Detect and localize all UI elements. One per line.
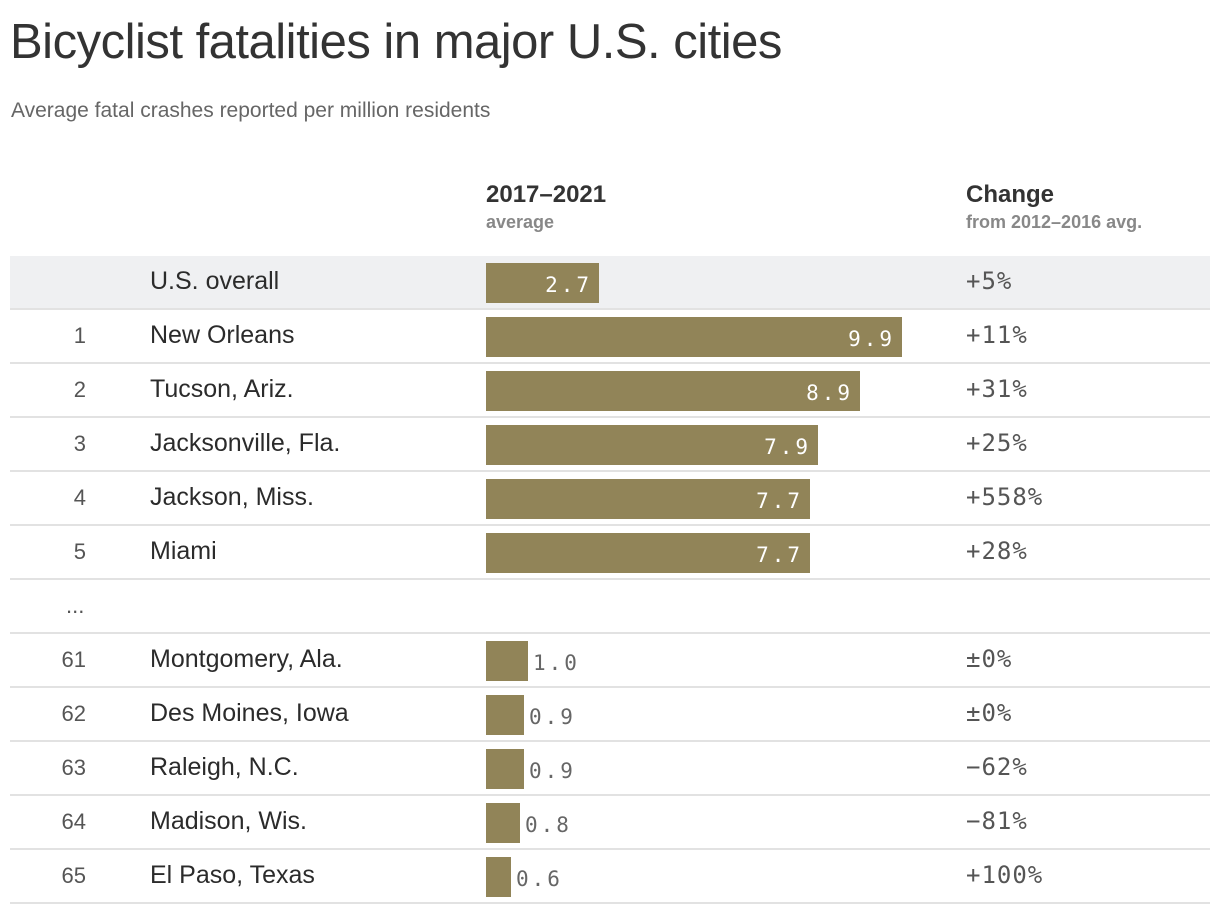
- change-label: +25%: [966, 429, 1028, 457]
- rank-label: 2: [73, 377, 86, 402]
- change-header-label: Change: [966, 181, 1055, 208]
- city-label: U.S. overall: [150, 267, 280, 295]
- value-label: 7.9: [764, 435, 811, 459]
- rank-label: 63: [61, 755, 86, 780]
- city-label: Des Moines, Iowa: [150, 699, 349, 727]
- value-label: 2.7: [545, 273, 592, 297]
- value-label: 1.0: [533, 651, 580, 675]
- change-label: +31%: [966, 375, 1028, 403]
- value-label: 8.9: [806, 381, 853, 405]
- table-row: 63 Raleigh, N.C. 0.9 −62%: [10, 742, 1210, 796]
- change-subheader-label: from 2012–2016 avg.: [966, 212, 1143, 232]
- bar: [486, 317, 902, 357]
- rank-label: 64: [61, 809, 86, 834]
- change-label: ±0%: [966, 645, 1013, 673]
- table-row: 3 Jacksonville, Fla. 7.9 +25%: [10, 418, 1210, 472]
- rank-label: 65: [61, 863, 86, 888]
- value-label: 7.7: [756, 543, 803, 567]
- rank-label: 4: [73, 485, 86, 510]
- rank-label: 1: [73, 323, 86, 348]
- change-label: +100%: [966, 861, 1044, 889]
- bar: [486, 533, 810, 573]
- change-label: +558%: [966, 483, 1044, 511]
- value-label: 0.9: [529, 759, 576, 783]
- value-label: 7.7: [756, 489, 803, 513]
- table-row: 4 Jackson, Miss. 7.7 +558%: [10, 472, 1210, 526]
- bar: [486, 479, 810, 519]
- table-row: 5 Miami 7.7 +28%: [10, 526, 1210, 580]
- bar: [486, 803, 520, 843]
- value-label: 0.9: [529, 705, 576, 729]
- chart-title: Bicyclist fatalities in major U.S. citie…: [10, 15, 782, 69]
- table-row: U.S. overall 2.7 +5%: [10, 256, 1210, 310]
- rank-label: [10, 256, 86, 308]
- value-label: 0.8: [525, 813, 572, 837]
- table-row: 61 Montgomery, Ala. 1.0 ±0%: [10, 634, 1210, 688]
- table-row: 65 El Paso, Texas 0.6 +100%: [10, 850, 1210, 904]
- chart-subtitle: Average fatal crashes reported per milli…: [11, 99, 491, 122]
- bar: [486, 263, 599, 303]
- city-label: Tucson, Ariz.: [150, 375, 294, 403]
- bar: [486, 695, 524, 735]
- value-column-header: 2017–2021 average: [486, 181, 606, 233]
- bar: [486, 749, 524, 789]
- change-label: +28%: [966, 537, 1028, 565]
- rank-label: 5: [73, 539, 86, 564]
- city-label: Miami: [150, 537, 217, 565]
- city-label: Jacksonville, Fla.: [150, 429, 341, 457]
- change-label: −62%: [966, 753, 1028, 781]
- change-label: ±0%: [966, 699, 1013, 727]
- city-label: El Paso, Texas: [150, 861, 315, 889]
- value-header-label: 2017–2021: [486, 181, 607, 208]
- city-label: Montgomery, Ala.: [150, 645, 343, 673]
- rank-label: 61: [61, 647, 86, 672]
- value-label: 0.6: [516, 867, 563, 891]
- ellipsis-separator: ...: [66, 593, 85, 618]
- table-row: 64 Madison, Wis. 0.8 −81%: [10, 796, 1210, 850]
- bar: [486, 425, 818, 465]
- change-label: −81%: [966, 807, 1028, 835]
- table-row: 1 New Orleans 9.9 +11%: [10, 310, 1210, 364]
- change-column-header: Change from 2012–2016 avg.: [966, 181, 1142, 233]
- city-label: New Orleans: [150, 321, 295, 349]
- change-label: +5%: [966, 267, 1013, 295]
- rank-label: 3: [73, 431, 86, 456]
- value-label: 9.9: [848, 327, 895, 351]
- bar: [486, 857, 511, 897]
- table-row: 2 Tucson, Ariz. 8.9 +31%: [10, 364, 1210, 418]
- rank-label: 62: [61, 701, 86, 726]
- city-label: Jackson, Miss.: [150, 483, 314, 511]
- bar: [486, 641, 528, 681]
- separator-row: ...: [10, 580, 1210, 634]
- chart-table: U.S. overall 2.7 +5% 1 New Orleans 9.9 +11% 2 Tu…: [10, 256, 1210, 904]
- change-label: +11%: [966, 321, 1028, 349]
- city-label: Madison, Wis.: [150, 807, 307, 835]
- value-subheader-label: average: [486, 212, 555, 232]
- bar: [486, 371, 860, 411]
- table-row: 62 Des Moines, Iowa 0.9 ±0%: [10, 688, 1210, 742]
- city-label: Raleigh, N.C.: [150, 753, 299, 781]
